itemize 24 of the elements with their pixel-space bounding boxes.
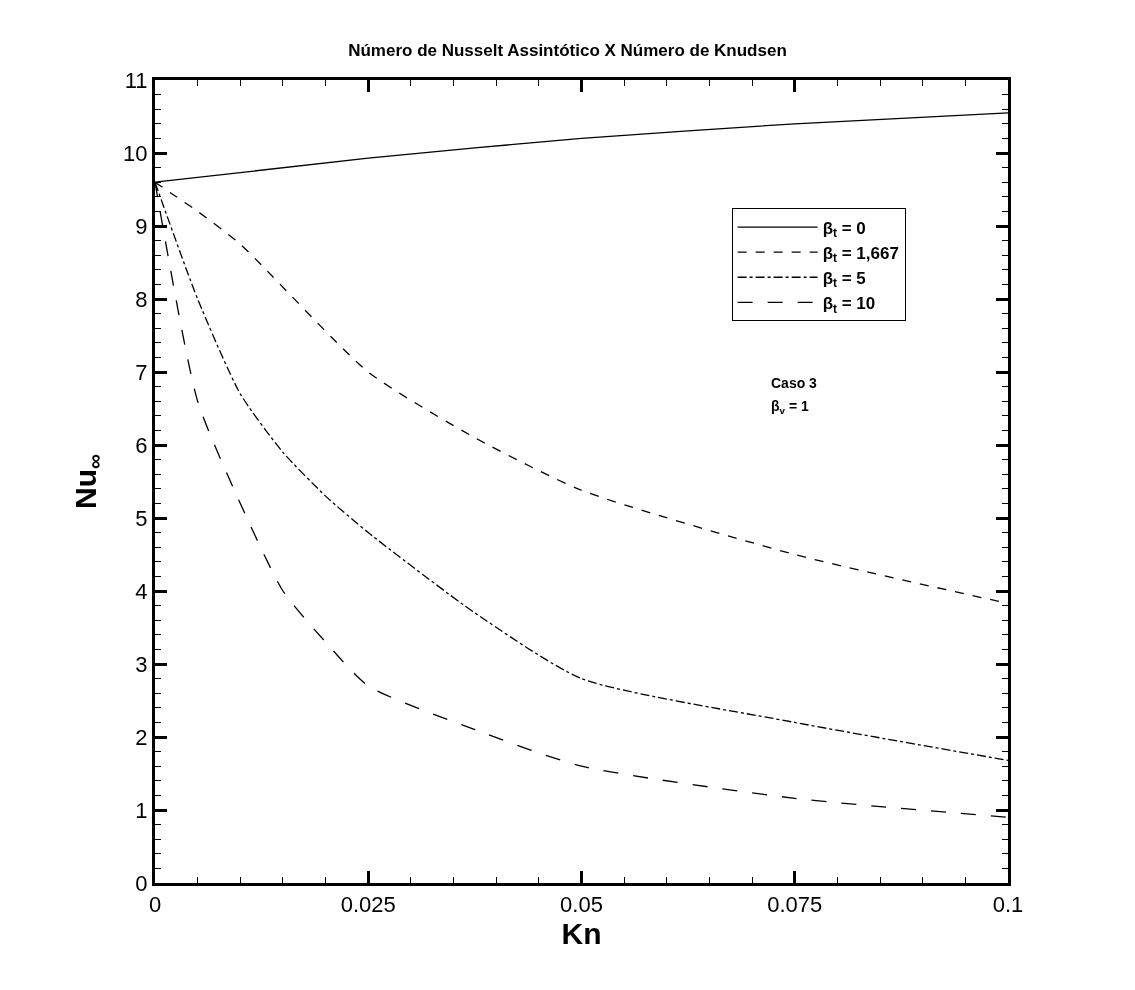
legend-label: β$_{t}$ = 5 (822, 268, 866, 291)
x-tick-label: 0.075 (767, 892, 823, 918)
legend-label: β$_{t}$ = 10 (822, 293, 876, 316)
y-tick-label: 6 (135, 432, 148, 458)
x-tick-label: 0.025 (340, 892, 396, 918)
y-tick-label: 5 (135, 505, 148, 531)
y-tick-label: 3 (135, 651, 148, 677)
chart-title: Número de Nusselt Assintótico X Número de Knudsen (348, 41, 787, 61)
y-tick-label: 0 (135, 870, 148, 896)
y-tick-label: 9 (135, 213, 148, 239)
y-tick-label: 4 (135, 578, 148, 604)
y-tick-label: 10 (123, 140, 148, 166)
y-tick-label: 1 (135, 797, 148, 823)
annotation: Caso 3 (771, 375, 818, 391)
y-tick-label: 7 (135, 359, 148, 385)
x-axis-title: Kn (561, 917, 602, 951)
legend-label: β$_{t}$ = 1,667 (822, 243, 899, 266)
x-tick-label: 0.05 (560, 892, 603, 918)
x-tick-label: 0.1 (992, 892, 1024, 918)
y-tick-label: 2 (135, 724, 148, 750)
annotation: β$_{v}$ = 1 (771, 398, 809, 416)
legend-label: β$_{t}$ = 0 (822, 218, 866, 241)
y-tick-label: 8 (135, 286, 148, 312)
y-tick-label: 11 (124, 67, 148, 93)
